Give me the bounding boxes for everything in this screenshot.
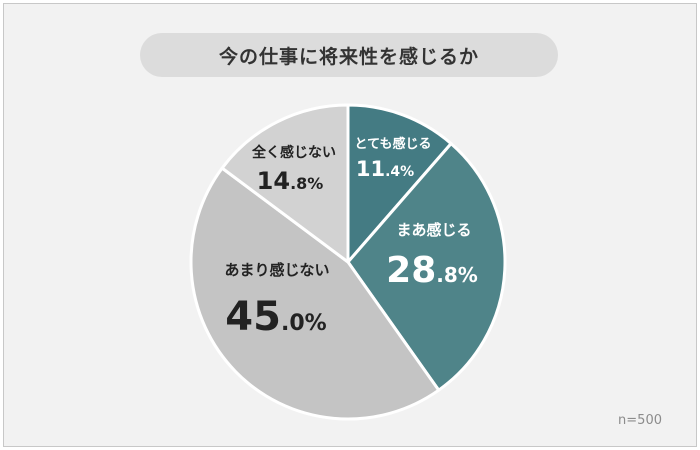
chart-title: 今の仕事に将来性を感じるか (140, 33, 558, 77)
slice-label-2: あまり感じない (224, 261, 329, 279)
slice-label-3: 全く感じない (251, 144, 336, 161)
pie-slice-1 (346, 142, 507, 392)
sample-size-note: n=500 (618, 413, 662, 428)
pie-slice-2 (189, 166, 441, 421)
slice-value-1: 28.8% (386, 250, 478, 291)
slice-value-2: 45.0% (225, 294, 326, 340)
slice-label-0: とても感じる (355, 136, 432, 152)
slice-value-3: 14.8% (257, 167, 324, 195)
pie-slice-3 (220, 103, 350, 264)
slice-value-0: 11.4% (356, 157, 414, 181)
slice-label-1: まあ感じる (396, 221, 471, 239)
pie-slices (189, 103, 507, 421)
pie-slice-0 (346, 103, 453, 264)
